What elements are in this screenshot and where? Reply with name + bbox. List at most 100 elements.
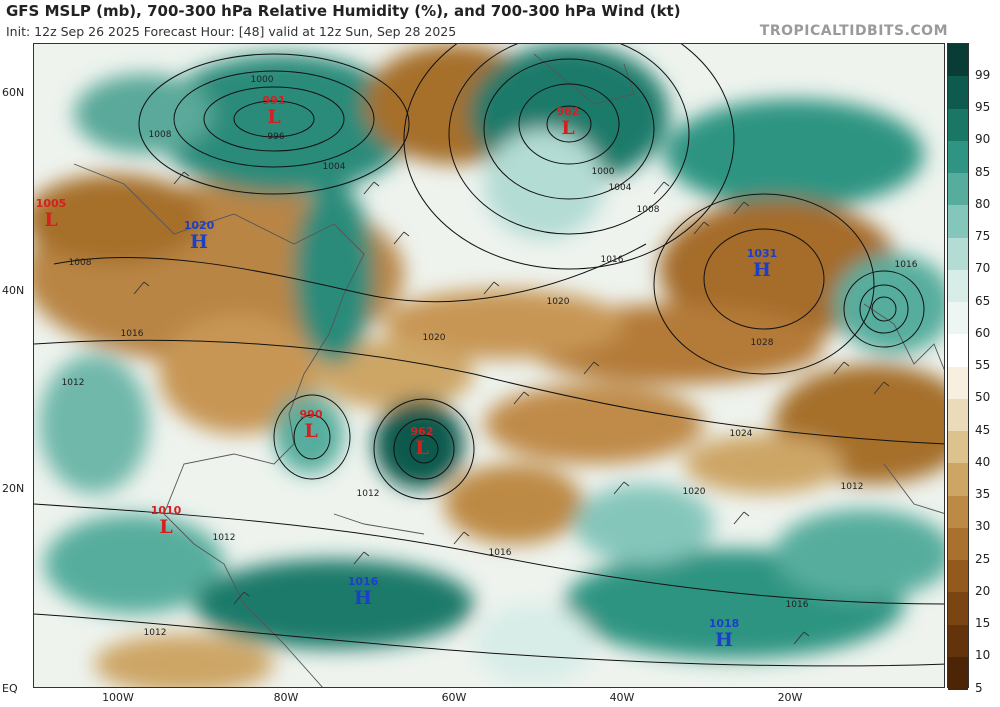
- isobar-label: 1000: [591, 167, 615, 177]
- colorbar-label: 10: [975, 648, 991, 663]
- isobar-label: 1016: [785, 600, 809, 610]
- pressure-value: 1010: [150, 504, 182, 517]
- pressure-letter: L: [159, 516, 173, 538]
- coastlines: [73, 53, 944, 687]
- low-center-1010: 1010 L: [150, 504, 182, 538]
- colorbar-segment: [948, 108, 968, 142]
- isobar-label: 1016: [120, 329, 144, 339]
- colorbar-segment: [948, 431, 968, 464]
- isobar-label: 1004: [608, 183, 632, 193]
- colorbar-segment: [948, 269, 968, 303]
- pressure-value: 990: [299, 408, 323, 421]
- low-center-991: 991 L: [262, 94, 286, 128]
- map-panel: [33, 43, 945, 688]
- pressure-letter: L: [304, 420, 318, 442]
- colorbar-segment: [948, 495, 968, 529]
- isobar-label: 1016: [600, 255, 624, 265]
- isobar-label: 1016: [894, 260, 918, 270]
- isobar-label: 1020: [422, 333, 446, 343]
- isobars: [34, 44, 944, 667]
- isobar-label: 1020: [546, 297, 570, 307]
- pressure-letter: H: [753, 259, 771, 281]
- pressure-letter: H: [354, 587, 372, 609]
- lat-label-20n: 20N: [2, 482, 25, 495]
- colorbar-segment: [948, 205, 968, 238]
- colorbar-segment: [948, 592, 968, 625]
- map-title: GFS MSLP (mb), 700-300 hPa Relative Humi…: [6, 2, 681, 20]
- map-canvas: [34, 44, 944, 687]
- colorbar-label: 85: [975, 164, 991, 179]
- colorbar-label: 25: [975, 551, 991, 566]
- colorbar-label: 15: [975, 616, 991, 630]
- colorbar-label: 90: [975, 132, 991, 147]
- colorbar-label: 40: [975, 454, 991, 469]
- lon-label-60w: 60W: [441, 691, 467, 704]
- pressure-value: 1005: [35, 197, 67, 210]
- isobar-label: 1008: [148, 130, 172, 140]
- colorbar-segment: [948, 527, 968, 561]
- isobar-label: 1012: [212, 533, 236, 543]
- isobar-label: 1000: [250, 75, 274, 85]
- pressure-value: 1031: [746, 247, 778, 260]
- colorbar-segment: [948, 237, 968, 271]
- colorbar-segment: [948, 76, 968, 109]
- pressure-letter: L: [267, 106, 281, 128]
- colorbar-label: 20: [975, 583, 991, 598]
- isobar-label: 1028: [750, 338, 774, 348]
- pressure-value: 962: [556, 105, 580, 118]
- colorbar-segment: [948, 463, 968, 496]
- isobar-label: 1024: [729, 429, 753, 439]
- colorbar-segment: [948, 302, 968, 335]
- low-center-962-north: 962 L: [556, 105, 580, 139]
- high-center-1016: 1016 H: [347, 575, 379, 609]
- colorbar-label: 80: [975, 196, 991, 211]
- lat-label-40n: 40N: [2, 284, 25, 297]
- lat-label-eq: EQ: [2, 682, 18, 695]
- lat-label-60n: 60N: [2, 86, 25, 99]
- pressure-value: 1018: [708, 617, 740, 630]
- colorbar-label: 95: [975, 100, 991, 114]
- colorbar-segment: [948, 173, 968, 206]
- pressure-value: 1016: [347, 575, 379, 588]
- lon-label-20w: 20W: [777, 691, 803, 704]
- high-center-1020: 1020 H: [183, 219, 215, 253]
- pressure-value: 1020: [183, 219, 215, 232]
- wind-barbs: [133, 171, 890, 645]
- isobar-label: 1008: [636, 205, 660, 215]
- isobar-label: 1016: [488, 548, 512, 558]
- humidity-colorbar: [947, 43, 969, 690]
- isobar-label: 996: [267, 132, 285, 142]
- pressure-letter: L: [561, 117, 575, 139]
- lon-label-40w: 40W: [609, 691, 635, 704]
- lon-label-80w: 80W: [273, 691, 299, 704]
- isobar-label: 1012: [61, 378, 85, 388]
- low-center-962-south: 962 L: [411, 426, 434, 459]
- colorbar-segment: [948, 398, 968, 432]
- isobar-label: 1012: [356, 489, 380, 499]
- colorbar-segment: [948, 624, 968, 658]
- colorbar-label: 5: [975, 680, 983, 695]
- colorbar-label: 70: [975, 261, 991, 276]
- colorbar-label: 55: [975, 358, 991, 372]
- map-subtitle: Init: 12z Sep 26 2025 Forecast Hour: [48…: [6, 24, 457, 39]
- colorbar-label: 65: [975, 293, 991, 308]
- low-center-990: 990 L: [299, 408, 323, 442]
- colorbar-segment: [948, 44, 968, 77]
- colorbar-segment: [948, 334, 968, 367]
- colorbar-label: 75: [975, 229, 991, 243]
- colorbar-label: 99: [975, 67, 991, 82]
- pressure-letter: H: [190, 231, 208, 253]
- pressure-letter: L: [415, 437, 429, 459]
- pressure-letter: H: [715, 629, 733, 651]
- colorbar-label: 35: [975, 487, 991, 501]
- colorbar-label: 45: [975, 422, 991, 437]
- isobar-label: 1004: [322, 162, 346, 172]
- pressure-letter: L: [44, 209, 58, 231]
- isobar-label: 1008: [68, 258, 92, 268]
- colorbar-segment: [948, 656, 968, 690]
- colorbar-segment: [948, 140, 968, 174]
- colorbar-segment: [948, 366, 968, 400]
- pressure-value: 991: [262, 94, 286, 107]
- colorbar-segment: [948, 560, 968, 593]
- colorbar-label: 30: [975, 519, 991, 534]
